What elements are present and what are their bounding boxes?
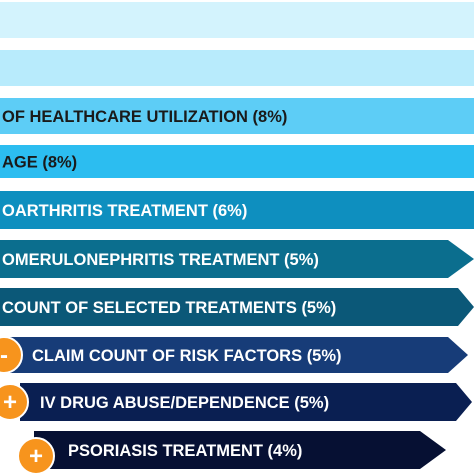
bar-4 <box>0 191 474 229</box>
badge-sign-8: + <box>3 389 17 416</box>
bar-label-9: PSORIASIS TREATMENT (4%) <box>68 442 302 460</box>
bar-3 <box>0 145 474 178</box>
bar-1 <box>0 50 474 86</box>
bar-label-8: IV DRUG ABUSE/DEPENDENCE (5%) <box>40 394 329 412</box>
bar-label-5: OMERULONEPHRITIS TREATMENT (5%) <box>2 251 319 269</box>
bar-label-3: AGE (8%) <box>2 154 77 172</box>
bar-9 <box>34 431 446 469</box>
bar-0 <box>0 2 474 38</box>
bar-5 <box>0 240 474 278</box>
bar-8 <box>20 383 472 421</box>
bar-6 <box>0 288 474 326</box>
badge-sign-9: + <box>29 443 43 470</box>
bar-2 <box>0 98 474 134</box>
plus-badge-icon <box>17 437 55 474</box>
bar-label-2: OF HEALTHCARE UTILIZATION (8%) <box>2 108 287 126</box>
bar-label-7: CLAIM COUNT OF RISK FACTORS (5%) <box>32 347 342 365</box>
bar-label-4: OARTHRITIS TREATMENT (6%) <box>2 202 247 220</box>
minus-badge-icon <box>0 336 23 374</box>
bar-7 <box>10 337 468 373</box>
plus-badge-icon <box>0 383 29 421</box>
bar-label-6: COUNT OF SELECTED TREATMENTS (5%) <box>2 299 336 317</box>
badge-sign-7: - <box>0 342 8 369</box>
